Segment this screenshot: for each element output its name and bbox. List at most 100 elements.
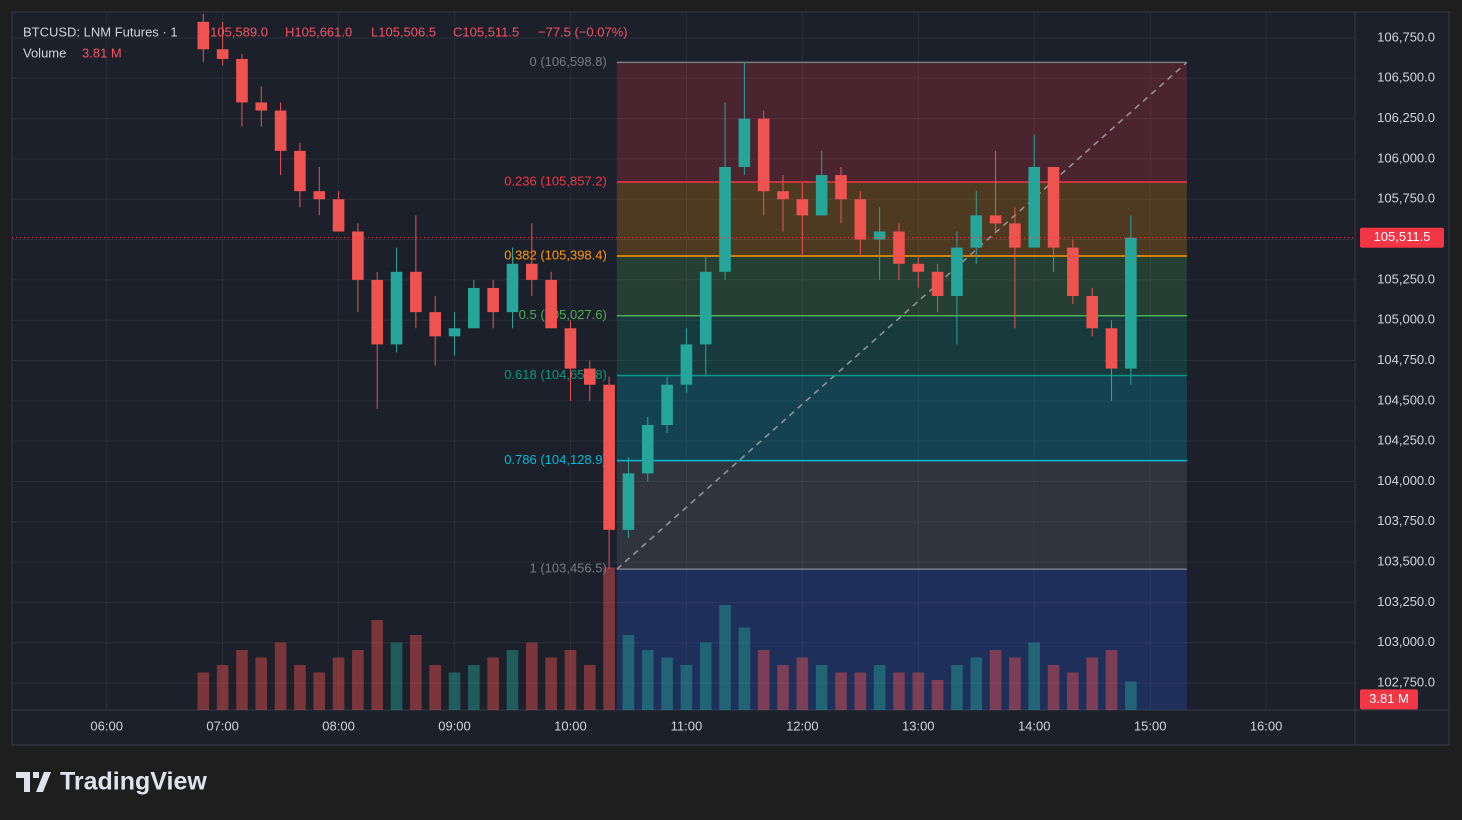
candle-body [274, 110, 287, 151]
volume-bar [815, 665, 828, 710]
candle-body [912, 263, 925, 272]
x-tick-label: 10:00 [554, 718, 587, 733]
logo-mark [16, 772, 51, 792]
high: H105,661.0 [285, 24, 352, 39]
volume-bar [468, 665, 480, 710]
volume-bar [371, 620, 384, 710]
last-price-tag [1360, 227, 1444, 248]
volume-bar [641, 650, 654, 710]
fib-label: 1 (103,456.5) [529, 561, 606, 576]
candle-body [873, 231, 886, 240]
chart-panel [11, 11, 1450, 746]
fib-label: 0.618 (104,656.8) [504, 367, 607, 382]
y-tick-label: 106,250.0 [1377, 110, 1435, 125]
fib-extension [616, 569, 1187, 710]
volume-bar [738, 627, 751, 710]
candle-body [255, 102, 268, 111]
close: C105,511.5 [453, 24, 519, 39]
symbol: BTCUSD: LNM Futures · 1 [23, 24, 178, 39]
fib-label: 0.5 (105,027.6) [519, 307, 607, 322]
volume-bar [951, 665, 963, 710]
candle-body [719, 166, 731, 272]
candle-body [1086, 296, 1098, 329]
x-tick-label: 14:00 [1018, 718, 1051, 733]
candle-body [603, 384, 615, 530]
candle-body [835, 175, 847, 200]
candle-body [1067, 247, 1079, 297]
volume-bar [352, 650, 364, 710]
volume-bar [564, 650, 577, 710]
volume-bar [332, 657, 345, 710]
volume-bar [989, 650, 1002, 710]
candle-body [931, 271, 944, 297]
candle-body [216, 49, 229, 59]
volume-bar [197, 672, 210, 710]
fib-label: 0.236 (105,857.2) [504, 173, 607, 188]
y-tick-label: 103,250.0 [1377, 594, 1435, 609]
candle-body [641, 425, 654, 474]
volume-bar [236, 650, 248, 710]
volume-bar [873, 665, 886, 710]
x-tick-label: 16:00 [1250, 718, 1283, 733]
volume-bar [680, 665, 693, 710]
volume-bar [719, 605, 731, 710]
change: −77.5 (−0.07%) [538, 24, 628, 39]
volume-bar [912, 672, 925, 710]
plot: 102,750.0 103,000.0 103,250.0 103,500.0 103,… [12, 12, 1449, 745]
candle-body [564, 328, 577, 369]
volume-bar [1105, 650, 1118, 710]
candle-body [1047, 166, 1060, 248]
candle-body [815, 175, 828, 216]
x-tick-label: 09:00 [438, 718, 471, 733]
volume-bar [294, 665, 306, 710]
low: L105,506.5 [371, 24, 436, 39]
y-tick-label: 104,000.0 [1377, 473, 1435, 488]
candle-body [854, 199, 867, 240]
volume-bar [390, 642, 403, 710]
last-price-label: 105,511.5 [1374, 229, 1431, 244]
volume-bar [526, 642, 538, 710]
candle-body [796, 199, 809, 216]
candle-body [506, 263, 519, 313]
volume-bar [796, 657, 809, 710]
candle-body [680, 344, 693, 385]
volume-value: 3.81 M [82, 45, 122, 60]
volume-bar [1047, 665, 1060, 710]
candle-body [970, 215, 983, 248]
candle-body [448, 328, 461, 337]
volume-bar [410, 635, 422, 710]
x-tick-label: 13:00 [902, 718, 935, 733]
volume-bar [835, 672, 847, 710]
candle-body [583, 368, 596, 385]
volume-bar [699, 642, 712, 710]
candle-body [390, 271, 403, 345]
candle-body [893, 231, 905, 264]
x-tick-label: 11:00 [671, 718, 703, 733]
candle-body [429, 312, 441, 337]
candle-body [294, 150, 306, 192]
candle-body [1105, 328, 1118, 369]
volume-bar [931, 680, 944, 710]
candle-body [1028, 166, 1041, 248]
candle-body [738, 118, 751, 167]
volume-bar [216, 665, 229, 710]
volume-bar [274, 642, 287, 710]
candle-body [699, 271, 712, 345]
volume-bar [757, 650, 770, 710]
fib-band [616, 375, 1187, 461]
volume-bar [777, 665, 789, 710]
fib-band [616, 62, 1187, 182]
candle-body [352, 231, 364, 280]
y-tick-label: 104,750.0 [1377, 352, 1435, 367]
x-tick-label: 12:00 [786, 718, 819, 733]
y-tick-label: 105,250.0 [1377, 271, 1435, 286]
candle-body [757, 118, 770, 192]
volume-bar [854, 672, 867, 710]
candle-body [410, 271, 422, 313]
y-tick-label: 105,000.0 [1377, 312, 1435, 327]
volume-bar [1028, 642, 1041, 710]
volume-tag [1360, 689, 1418, 710]
y-tick-label: 106,500.0 [1377, 70, 1435, 85]
y-tick-label: 106,000.0 [1377, 150, 1435, 165]
